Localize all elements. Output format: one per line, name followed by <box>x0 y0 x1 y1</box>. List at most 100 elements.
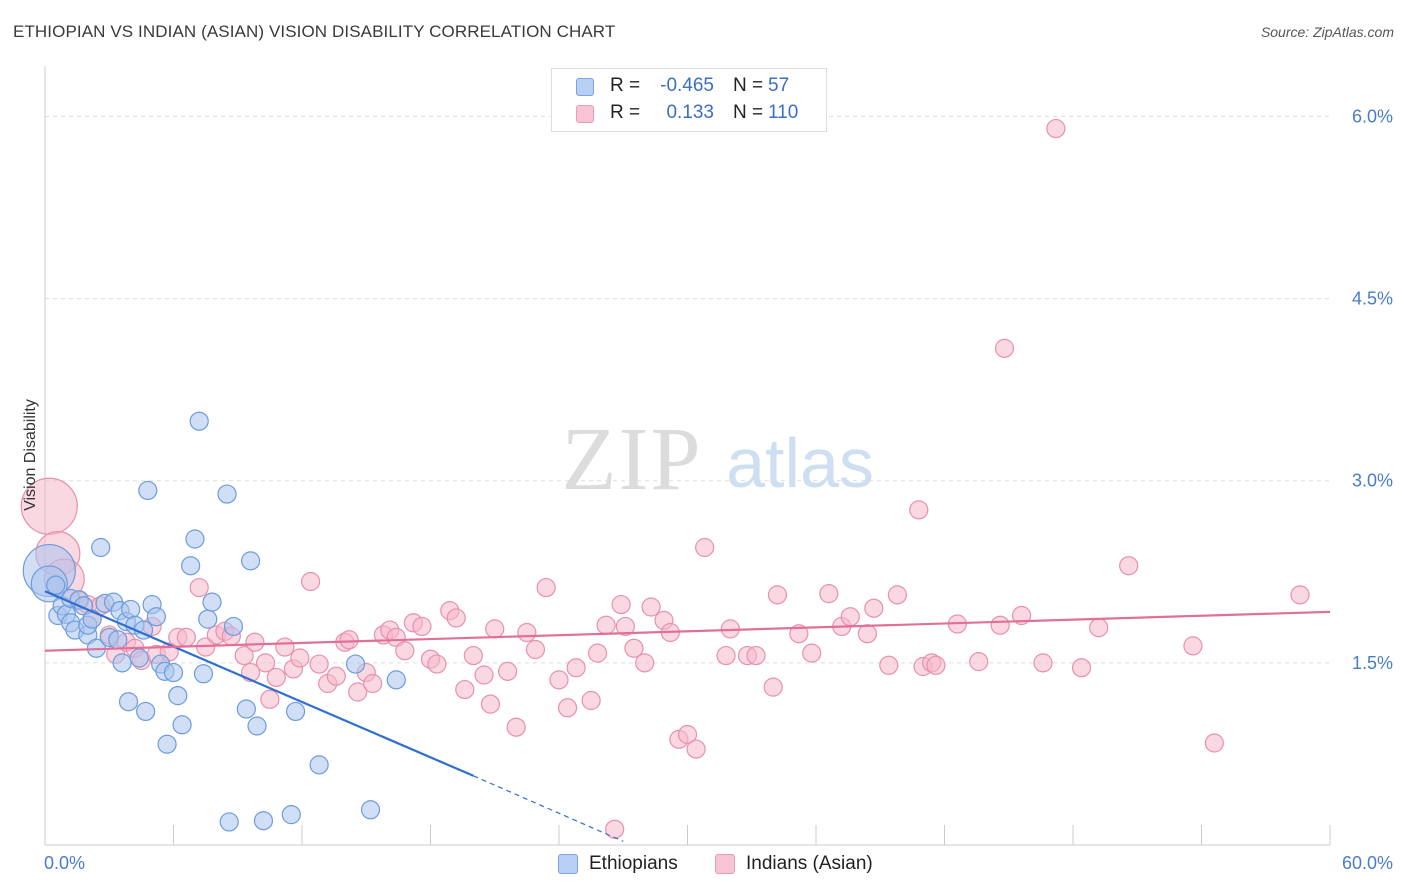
ethiopians-point <box>253 811 274 831</box>
ethiopians-point <box>217 484 237 504</box>
indians-asian-point <box>615 616 635 637</box>
ethiopians-point <box>118 692 139 712</box>
legend-r-label: R = <box>610 102 641 123</box>
watermark-zip: ZIP <box>562 410 703 509</box>
ethiopians-point <box>172 715 192 735</box>
indians-asian-point <box>176 627 196 647</box>
indians-asian-point <box>260 689 280 709</box>
legend-n-value: 110 <box>768 102 799 123</box>
indians-asian-point <box>864 598 884 618</box>
ethiopians-point <box>129 648 149 668</box>
indians-asian-trend-line <box>44 610 1331 652</box>
indians-asian-point <box>463 645 483 666</box>
legend-n-label: N = <box>733 75 764 96</box>
indians-asian-point <box>275 637 295 657</box>
ethiopians-point <box>108 630 128 650</box>
indians-asian-point <box>557 698 578 718</box>
indians-asian-point <box>763 677 783 697</box>
y-axis-label: Vision Disability <box>22 399 39 511</box>
ethiopians-point <box>136 701 156 722</box>
indians-asian-point <box>969 652 989 672</box>
indians-asian-point <box>716 645 736 666</box>
ethiopians-point <box>185 529 205 549</box>
ethiopians-trend-line <box>44 590 474 777</box>
ethiopians-point <box>281 805 301 825</box>
ethiopians-point <box>181 556 201 576</box>
bottom-legend-swatch-blue <box>558 854 578 874</box>
indians-asian-point <box>887 585 907 605</box>
indians-asian-point <box>290 648 310 668</box>
legend-swatch-blue <box>576 78 594 96</box>
indians-asian-point <box>624 638 644 658</box>
ethiopians-point <box>236 699 256 719</box>
ethiopians-point <box>163 662 184 683</box>
ethiopians-point <box>223 616 244 637</box>
watermark: ZIP atlas <box>562 410 874 509</box>
indians-asian-point <box>695 537 715 558</box>
bottom-legend-label: Ethiopians <box>589 853 678 874</box>
indians-asian-point <box>587 643 608 663</box>
indians-asian-point <box>525 639 546 660</box>
indians-asian-point <box>255 653 276 673</box>
indians-asian-point <box>485 619 505 639</box>
indians-asian-point <box>857 624 878 644</box>
y-tick-label: 6.0% <box>1352 106 1393 126</box>
indians-asian-point <box>427 654 447 674</box>
indians-asian-point <box>412 616 432 637</box>
legend-n-label: N = <box>733 102 764 123</box>
ethiopians-point <box>168 686 188 706</box>
indians-asian-point <box>339 630 359 650</box>
indians-asian-point <box>1033 653 1053 673</box>
legend-r-value: 0.133 <box>666 102 714 123</box>
ethiopians-point <box>138 480 158 501</box>
ethiopians-point <box>386 670 406 690</box>
indians-asian-point <box>189 577 209 598</box>
ethiopians-point <box>202 592 222 612</box>
ethiopians-point <box>285 701 306 722</box>
indians-asian-point <box>909 500 929 520</box>
ethiopians-point <box>198 609 218 629</box>
legend-r-value: -0.465 <box>660 75 714 96</box>
ethiopians-point <box>112 653 132 673</box>
trend-lines <box>44 590 1331 842</box>
ethiopians-point <box>82 609 102 629</box>
indians-asian-point <box>1046 118 1066 139</box>
indians-asian-point <box>819 584 839 604</box>
indians-asian-point <box>309 654 329 674</box>
grid-lines <box>45 115 1330 664</box>
source-credit: Source: ZipAtlas.com <box>1260 24 1394 40</box>
indians-asian-point <box>245 632 265 652</box>
indians-asian-point <box>1204 733 1224 753</box>
indians-asian-point <box>395 641 415 661</box>
watermark-atlas: atlas <box>726 424 874 502</box>
x-tick-label-min: 0.0% <box>44 853 85 873</box>
indians-asian-point <box>686 739 706 759</box>
indians-asian-point <box>498 661 518 681</box>
y-tick-label: 1.5% <box>1352 653 1393 673</box>
indians-asian-point <box>840 607 860 627</box>
indians-asian-point <box>596 615 616 635</box>
indians-asian-point <box>480 694 501 714</box>
indians-asian-point <box>326 666 346 686</box>
indians-asian-point <box>363 673 383 694</box>
ethiopians-point <box>91 537 111 558</box>
ethiopians-point <box>189 411 209 431</box>
indians-asian-point <box>446 608 466 628</box>
indians-asian-point <box>635 653 655 673</box>
indians-asian-point <box>605 819 625 839</box>
ethiopians-point <box>46 575 66 595</box>
indians-asian-point <box>926 655 946 675</box>
legend-row-ethiopians: R = -0.465 N = 57 <box>552 74 826 100</box>
indians-asian-point <box>506 717 526 737</box>
indians-asian-point <box>677 724 698 745</box>
y-tick-label: 3.0% <box>1352 471 1393 491</box>
ethiopians-point <box>193 664 214 684</box>
indians-asian-point <box>234 645 254 666</box>
tick-labels: 1.5% 3.0% 4.5% 6.0% 0.0% 60.0% <box>44 106 1393 873</box>
indians-asian-point <box>1290 585 1310 605</box>
indians-asian-point <box>1119 556 1139 576</box>
indians-asian-point <box>386 627 406 647</box>
indians-asian-point <box>802 643 822 663</box>
indians-asian-point <box>767 585 788 605</box>
